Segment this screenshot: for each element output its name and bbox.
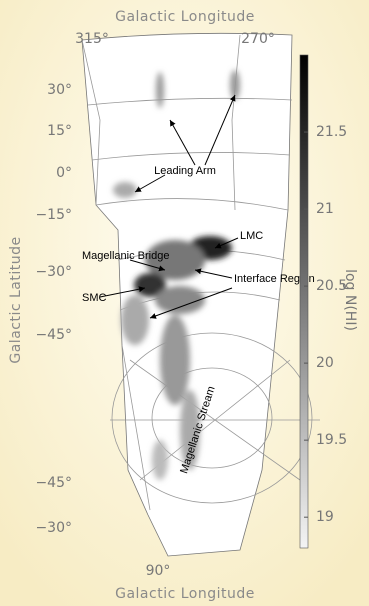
top-axis-label: Galactic Longitude [115, 9, 255, 25]
left-tick-label: −15° [35, 207, 72, 223]
colorbar-tick-label: 19.5 [316, 432, 347, 448]
top-tick-label: 315° [75, 31, 109, 47]
bottom-axis-label: Galactic Longitude [115, 586, 255, 602]
annotation: SMC [82, 292, 107, 304]
annotation: LMC [240, 230, 263, 242]
top-tick-label: 270° [241, 31, 275, 47]
colorbar-tick-label: 21.5 [316, 124, 347, 140]
bottom-tick-label: 90° [146, 563, 171, 579]
left-tick-label: 0° [56, 165, 72, 181]
annotation: Leading Arm [154, 165, 216, 177]
figure: Galactic Longitude 315° 270° 90° Galacti… [0, 0, 369, 606]
left-tick-label: 15° [47, 123, 72, 139]
left-axis-label: Galactic Latitude [8, 236, 24, 363]
colorbar [300, 55, 308, 548]
left-tick-label: −30° [35, 264, 72, 280]
annotation: Magellanic Bridge [82, 250, 169, 262]
colorbar-tick-label: 20 [316, 355, 334, 371]
left-tick-label: −30° [35, 520, 72, 536]
colorbar-tick-label: 21 [316, 201, 334, 217]
colorbar-tick-label: 19 [316, 509, 334, 525]
left-tick-label: −45° [35, 327, 72, 343]
left-tick-label: 30° [47, 82, 72, 98]
colorbar-label: log N(HI) [342, 269, 358, 331]
left-tick-label: −45° [35, 475, 72, 491]
